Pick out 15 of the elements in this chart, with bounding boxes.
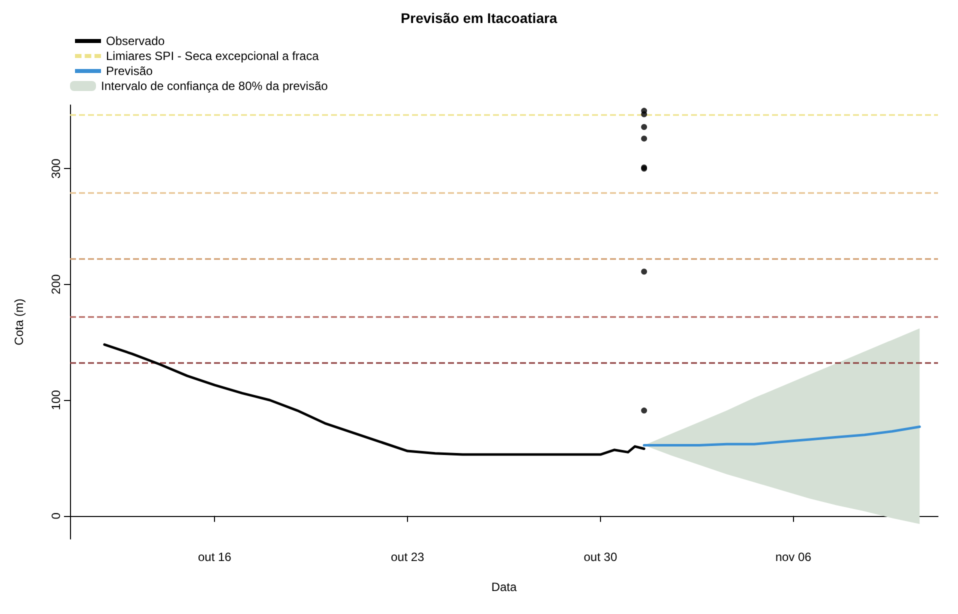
y-tick-label: 0	[49, 512, 63, 520]
y-tick-label: 100	[49, 390, 63, 410]
y-tick-label: 300	[49, 158, 63, 179]
chart-title: Previsão em Itacoatiara	[400, 10, 558, 26]
text: Intervalo de confiança de 80% da previsão	[101, 79, 328, 93]
legend-label: Limiares SPI - Seca excepcional a fraca	[106, 49, 320, 63]
x-axis-title: Data	[491, 580, 517, 594]
legend-label: Previsão	[106, 64, 154, 78]
legend-label: Observado	[106, 34, 166, 48]
x-tick-label: out 16	[198, 550, 232, 564]
x-tick-label: out 30	[584, 550, 618, 564]
y-axis-title: Cota (m)	[12, 298, 26, 346]
x-tick-label: out 23	[390, 550, 425, 564]
x-tick-label: nov 06	[775, 550, 812, 564]
y-tick-label: 200	[49, 274, 63, 294]
